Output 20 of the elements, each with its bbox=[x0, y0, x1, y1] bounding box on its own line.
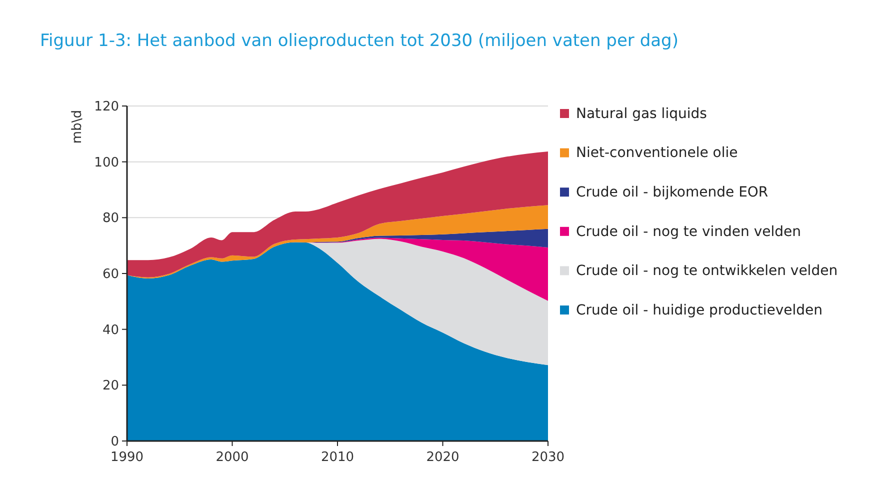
x-tick-label: 2010 bbox=[320, 450, 354, 465]
y-tick-label: 40 bbox=[102, 322, 119, 338]
y-tick-label: 80 bbox=[102, 211, 119, 226]
x-tick-label: 1990 bbox=[110, 450, 144, 465]
legend-label: Natural gas liquids bbox=[576, 106, 707, 122]
legend-label: Crude oil - bijkomende EOR bbox=[576, 184, 768, 200]
legend-label: Crude oil - nog te vinden velden bbox=[576, 224, 802, 240]
y-tick-label: 120 bbox=[94, 100, 119, 115]
y-tick-label: 100 bbox=[94, 155, 119, 170]
y-tick-label: 60 bbox=[102, 267, 119, 282]
y-tick-label: 20 bbox=[102, 378, 119, 394]
x-tick-label: 2020 bbox=[426, 450, 460, 465]
y-tick-label: 0 bbox=[110, 434, 119, 450]
legend-label: Niet-conventionele olie bbox=[576, 145, 738, 162]
legend-label: Crude oil - huidige productievelden bbox=[576, 302, 823, 318]
y-axis-title: mb\d bbox=[70, 110, 85, 144]
x-tick-label: 2030 bbox=[531, 450, 565, 465]
x-tick-label: 2000 bbox=[216, 450, 249, 465]
chart-title: Figuur 1-3: Het aanbod van olieproducten tot 2030 (miljoen vaten per dag) bbox=[40, 31, 678, 51]
legend-label: Crude oil - nog te ontwikkelen velden bbox=[576, 263, 838, 280]
